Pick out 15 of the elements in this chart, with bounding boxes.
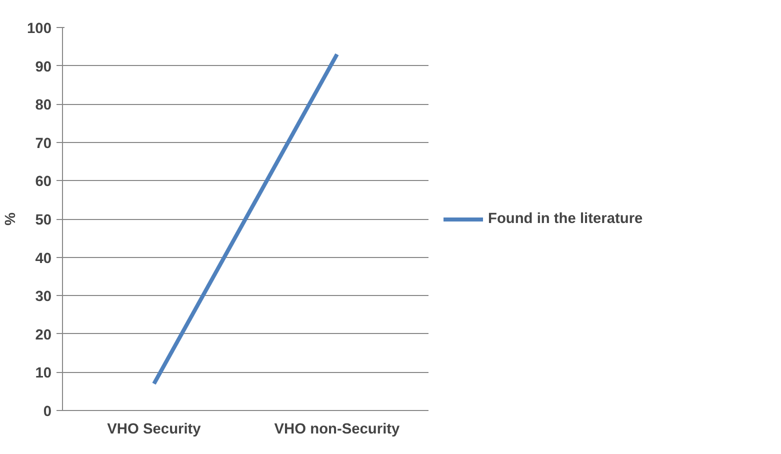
x-tick-label: VHO non-Security bbox=[274, 422, 401, 438]
y-tick-label: 100 bbox=[27, 21, 52, 37]
y-tick-label: 0 bbox=[43, 404, 52, 420]
y-tick-label: 70 bbox=[35, 136, 52, 152]
y-tick-label: 50 bbox=[35, 212, 52, 228]
y-tick-label: 60 bbox=[35, 174, 52, 190]
y-tick-label: 90 bbox=[35, 59, 52, 76]
x-tick-label: VHO Security bbox=[107, 422, 202, 438]
y-tick-label: 40 bbox=[35, 250, 52, 267]
legend-label: Found in the literature bbox=[488, 210, 643, 226]
y-tick-label: 80 bbox=[35, 98, 52, 114]
y-tick-label: 20 bbox=[35, 327, 52, 344]
y-tick-label: 30 bbox=[35, 289, 52, 306]
y-axis-title: % bbox=[3, 212, 20, 226]
y-tick-label: 10 bbox=[35, 366, 52, 382]
